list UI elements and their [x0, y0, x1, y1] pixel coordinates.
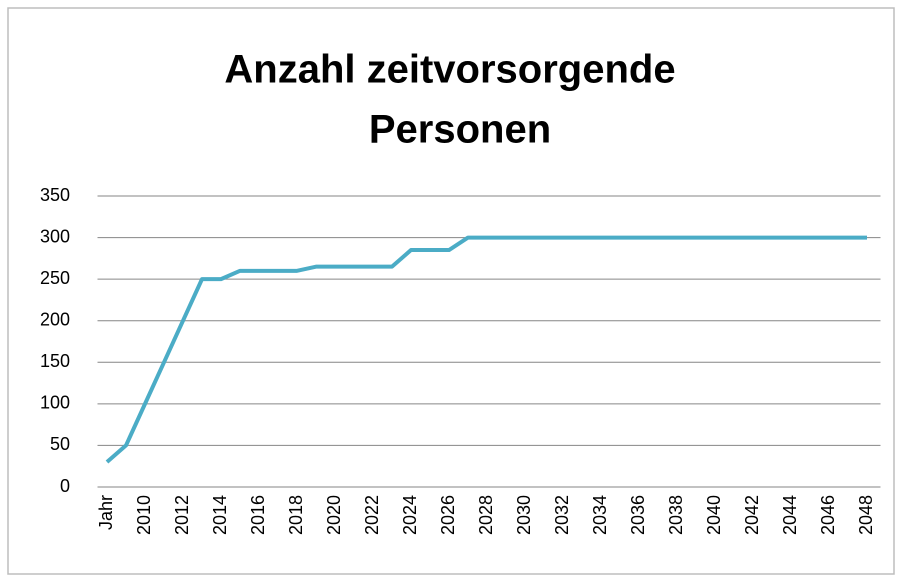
x-tick-label: 2024: [400, 495, 420, 535]
x-tick-label: 2010: [134, 495, 154, 535]
x-tick-label: 2042: [742, 495, 762, 535]
x-tick-label: 2012: [172, 495, 192, 535]
y-tick-label: 100: [40, 393, 70, 413]
y-tick-label: 350: [40, 185, 70, 205]
chart-title: Personen: [369, 108, 551, 152]
x-tick-label: 2044: [780, 495, 800, 535]
chart-title: Anzahl zeitvorsorgende: [224, 48, 675, 92]
x-tick-label: 2036: [628, 495, 648, 535]
x-tick-label: 2020: [324, 495, 344, 535]
chart-frame: [7, 7, 895, 575]
y-tick-label: 150: [40, 351, 70, 371]
y-tick-label: 300: [40, 226, 70, 246]
y-tick-label: 250: [40, 268, 70, 288]
x-tick-label: 2048: [856, 495, 876, 535]
x-tick-label: 2022: [362, 495, 382, 535]
x-tick-label: 2030: [514, 495, 534, 535]
x-tick-label: Jahr: [96, 495, 116, 530]
x-tick-label: 2038: [666, 495, 686, 535]
x-tick-label: 2018: [286, 495, 306, 535]
y-tick-label: 0: [60, 476, 70, 496]
x-tick-label: 2046: [818, 495, 838, 535]
x-tick-label: 2040: [704, 495, 724, 535]
x-tick-label: 2028: [476, 495, 496, 535]
x-tick-label: 2032: [552, 495, 572, 535]
x-tick-label: 2014: [210, 495, 230, 535]
x-tick-label: 2016: [248, 495, 268, 535]
x-tick-label: 2026: [438, 495, 458, 535]
x-tick-label: 2034: [590, 495, 610, 535]
y-tick-label: 50: [50, 434, 70, 454]
data-line: [105, 235, 867, 464]
y-tick-label: 200: [40, 309, 70, 329]
